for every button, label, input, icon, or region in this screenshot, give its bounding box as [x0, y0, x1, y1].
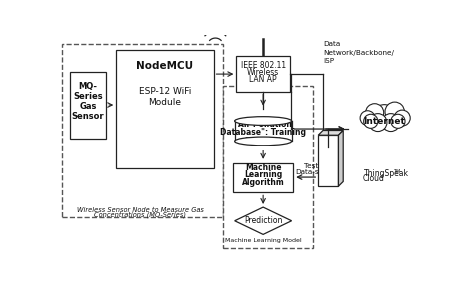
- Ellipse shape: [235, 117, 292, 125]
- Polygon shape: [338, 130, 343, 186]
- Text: IEEE 802.11: IEEE 802.11: [241, 61, 286, 70]
- Text: Data: Data: [324, 41, 341, 47]
- Circle shape: [372, 105, 397, 129]
- Text: Database": Training: Database": Training: [220, 128, 306, 137]
- Bar: [235, 121, 292, 142]
- Text: Concentrations (MQ-Series): Concentrations (MQ-Series): [94, 212, 186, 218]
- Text: TM: TM: [393, 169, 400, 174]
- Text: Gas: Gas: [79, 102, 97, 111]
- Text: Data-set: Data-set: [295, 168, 327, 175]
- Circle shape: [360, 111, 375, 125]
- Circle shape: [382, 114, 400, 132]
- Text: MQ-: MQ-: [78, 82, 97, 91]
- Text: LAN AP: LAN AP: [249, 75, 277, 84]
- Circle shape: [364, 114, 378, 128]
- Text: Module: Module: [148, 98, 182, 107]
- Text: NodeMCU: NodeMCU: [137, 61, 193, 71]
- Circle shape: [385, 102, 404, 121]
- Text: "Air Pollution: "Air Pollution: [234, 120, 292, 129]
- Ellipse shape: [235, 137, 292, 146]
- Text: Series: Series: [73, 92, 103, 101]
- Polygon shape: [318, 130, 343, 135]
- Bar: [233, 163, 293, 193]
- Bar: [223, 86, 313, 248]
- Text: ThingSpeak: ThingSpeak: [364, 169, 409, 178]
- Bar: [237, 56, 290, 92]
- Text: Learning: Learning: [244, 170, 282, 179]
- Bar: [318, 135, 338, 186]
- Text: Test: Test: [304, 163, 318, 169]
- Text: Cloud: Cloud: [363, 174, 384, 183]
- Polygon shape: [235, 207, 292, 234]
- Text: ESP-12 WiFi: ESP-12 WiFi: [139, 87, 191, 96]
- Text: Prediction: Prediction: [244, 216, 283, 225]
- Text: Network/Backbone/: Network/Backbone/: [324, 50, 395, 56]
- Circle shape: [391, 114, 405, 128]
- Bar: [62, 44, 223, 217]
- Text: Internet: Internet: [364, 117, 405, 126]
- Bar: [70, 71, 106, 139]
- Text: Wireless Sensor Node to Measure Gas: Wireless Sensor Node to Measure Gas: [77, 207, 203, 213]
- Text: Wireless: Wireless: [247, 68, 279, 77]
- Text: Algorithm: Algorithm: [242, 178, 284, 187]
- Text: ISP: ISP: [324, 58, 335, 64]
- Circle shape: [369, 114, 387, 132]
- Text: Data-Set: Data-Set: [244, 137, 282, 146]
- Bar: [234, 146, 292, 150]
- Text: Sensor: Sensor: [72, 112, 104, 121]
- Text: Machine: Machine: [245, 163, 282, 172]
- Text: Machine Learning Model: Machine Learning Model: [225, 238, 301, 243]
- Circle shape: [365, 104, 384, 122]
- Circle shape: [394, 110, 410, 126]
- Bar: [116, 50, 213, 168]
